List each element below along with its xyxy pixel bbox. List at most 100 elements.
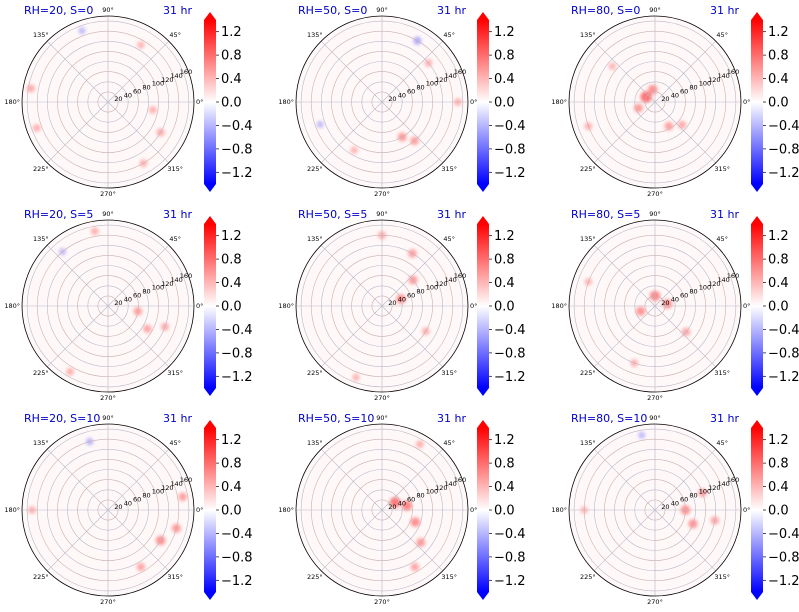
colorbar-tick-label: 1.2 (221, 433, 242, 448)
polar-frame (21, 15, 195, 189)
r-tick-label: 120 (708, 76, 720, 84)
data-blob (633, 103, 643, 113)
angular-gridline (593, 244, 656, 307)
theta-tick-label: 225° (580, 573, 596, 581)
colorbar-tick-label: 0.0 (221, 504, 242, 519)
colorbar-tick-label: −0.8 (768, 550, 799, 565)
theta-tick-label: 45° (443, 439, 455, 447)
data-blob (148, 106, 157, 114)
r-tick-label: 100 (152, 488, 164, 496)
theta-tick-label: 225° (33, 573, 49, 581)
r-tick-label: 40 (398, 295, 406, 303)
r-tick-label: 40 (398, 499, 406, 507)
data-blob (136, 562, 146, 572)
colorbar-extend-max (477, 216, 489, 224)
colorbar-tick-label: 0.4 (494, 480, 515, 495)
panel-time: 31 hr (163, 412, 192, 425)
colorbar-tick-label: 1.2 (768, 229, 789, 244)
angular-gridline (46, 101, 109, 164)
colorbar-tick-label: −1.2 (768, 370, 799, 385)
colorbar: 1.2 0.8 0.4 0.0 −0.4 −0.8 −1.2 (204, 216, 253, 396)
colorbar-tick-label: −0.4 (221, 527, 253, 542)
colorbar-tick-label: 0.0 (494, 96, 515, 111)
data-blob (316, 120, 324, 129)
r-tick-label: 20 (388, 503, 396, 511)
panel-time: 31 hr (437, 208, 466, 221)
colorbar-tick-label: 0.4 (221, 72, 242, 87)
theta-tick-label: 225° (307, 573, 323, 581)
theta-tick-label: 180° (4, 506, 20, 514)
r-tick-label: 120 (708, 280, 720, 288)
r-tick-label: 20 (661, 95, 669, 103)
angular-gridline (654, 305, 717, 368)
theta-tick-label: 45° (716, 31, 728, 39)
colorbar-tick-label: 0.0 (494, 300, 515, 315)
theta-tick-label: 0° (470, 302, 477, 310)
data-blob (78, 27, 86, 35)
theta-tick-label: 45° (443, 31, 455, 39)
colorbar-tick-label: 1.2 (494, 229, 515, 244)
theta-tick-label: 90° (102, 6, 114, 14)
theta-tick-label: 135° (307, 31, 323, 39)
theta-tick-label: 180° (4, 302, 20, 310)
angular-gridline (46, 509, 109, 572)
panel-time: 31 hr (710, 412, 739, 425)
colorbar-tick-label: 1.2 (494, 433, 515, 448)
r-tick-label: 100 (699, 284, 711, 292)
r-tick-label: 80 (416, 288, 424, 296)
theta-tick-label: 315° (714, 369, 730, 377)
angular-gridline (107, 101, 170, 164)
colorbar: 1.2 0.8 0.4 0.0 −0.4 −0.8 −1.2 (751, 12, 799, 192)
angular-gridline (593, 448, 656, 511)
theta-tick-label: 135° (580, 31, 596, 39)
colorbar-tick-label: −0.4 (221, 323, 253, 338)
r-tick-label: 60 (407, 291, 415, 299)
panel-time: 31 hr (163, 4, 192, 17)
colorbar-extend-max (477, 12, 489, 20)
r-tick-label: 100 (152, 80, 164, 88)
colorbar: 1.2 0.8 0.4 0.0 −0.4 −0.8 −1.2 (751, 420, 799, 600)
colorbar-tick-label: 0.8 (494, 49, 515, 64)
r-tick-label: 80 (142, 84, 150, 92)
colorbar-tick-label: −1.2 (494, 574, 526, 589)
angular-gridline (320, 40, 383, 103)
data-blob (416, 440, 424, 449)
colorbar-tick-label: 0.8 (494, 457, 515, 472)
r-tick-label: 20 (388, 95, 396, 103)
colorbar-tick-label: 0.4 (494, 276, 515, 291)
panel-title: RH=50, S=0 (298, 4, 367, 17)
r-tick-label: 40 (671, 499, 679, 507)
angular-gridline (593, 101, 656, 164)
theta-tick-label: 135° (307, 439, 323, 447)
colorbar-extend-max (204, 420, 216, 428)
r-tick-label: 140 (444, 276, 456, 284)
angular-gridline (381, 448, 444, 511)
colorbar-tick-label: 0.8 (768, 253, 789, 268)
polar-frame (568, 423, 742, 597)
r-tick-label: 120 (435, 280, 447, 288)
colorbar-tick-label: −0.4 (221, 119, 253, 134)
r-tick-label: 120 (708, 484, 720, 492)
theta-tick-label: 270° (100, 190, 116, 198)
r-tick-label: 80 (142, 288, 150, 296)
data-blob (410, 562, 420, 572)
colorbar-extend-min (477, 388, 489, 396)
theta-tick-label: 0° (470, 98, 477, 106)
colorbar-extend-max (751, 420, 763, 428)
r-tick-label: 140 (717, 480, 729, 488)
colorbar-extend-max (204, 12, 216, 20)
r-tick-label: 120 (161, 280, 173, 288)
angular-gridline (46, 244, 109, 307)
data-blob (352, 373, 360, 382)
colorbar-tick-label: −0.4 (494, 527, 526, 542)
colorbar-gradient (204, 20, 216, 184)
colorbar-extend-min (477, 184, 489, 192)
r-tick-label: 140 (170, 72, 182, 80)
data-blob (90, 227, 99, 236)
theta-tick-label: 315° (714, 573, 730, 581)
angular-gridline (593, 509, 656, 572)
r-tick-label: 160 (727, 476, 739, 484)
